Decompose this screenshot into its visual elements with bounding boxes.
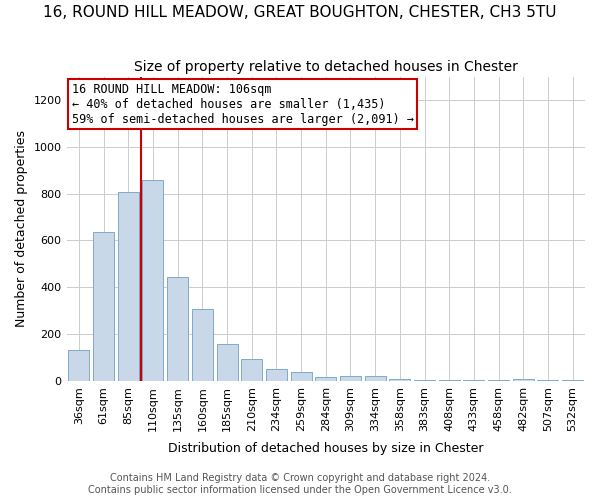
X-axis label: Distribution of detached houses by size in Chester: Distribution of detached houses by size … [168, 442, 484, 455]
Bar [513, 379, 534, 381]
Bar [290, 372, 311, 381]
Bar [241, 358, 262, 381]
Bar [142, 180, 163, 381]
Text: Contains HM Land Registry data © Crown copyright and database right 2024.
Contai: Contains HM Land Registry data © Crown c… [88, 474, 512, 495]
Y-axis label: Number of detached properties: Number of detached properties [15, 130, 28, 327]
Bar [68, 350, 89, 381]
Bar [192, 310, 213, 381]
Text: 16, ROUND HILL MEADOW, GREAT BOUGHTON, CHESTER, CH3 5TU: 16, ROUND HILL MEADOW, GREAT BOUGHTON, C… [43, 5, 557, 20]
Bar [439, 380, 460, 381]
Bar [118, 192, 139, 381]
Bar [389, 378, 410, 381]
Bar [315, 378, 336, 381]
Bar [340, 376, 361, 381]
Text: 16 ROUND HILL MEADOW: 106sqm
← 40% of detached houses are smaller (1,435)
59% of: 16 ROUND HILL MEADOW: 106sqm ← 40% of de… [72, 82, 414, 126]
Bar [167, 277, 188, 381]
Bar [414, 380, 435, 381]
Bar [217, 344, 238, 381]
Title: Size of property relative to detached houses in Chester: Size of property relative to detached ho… [134, 60, 518, 74]
Bar [266, 369, 287, 381]
Bar [365, 376, 386, 381]
Bar [93, 232, 114, 381]
